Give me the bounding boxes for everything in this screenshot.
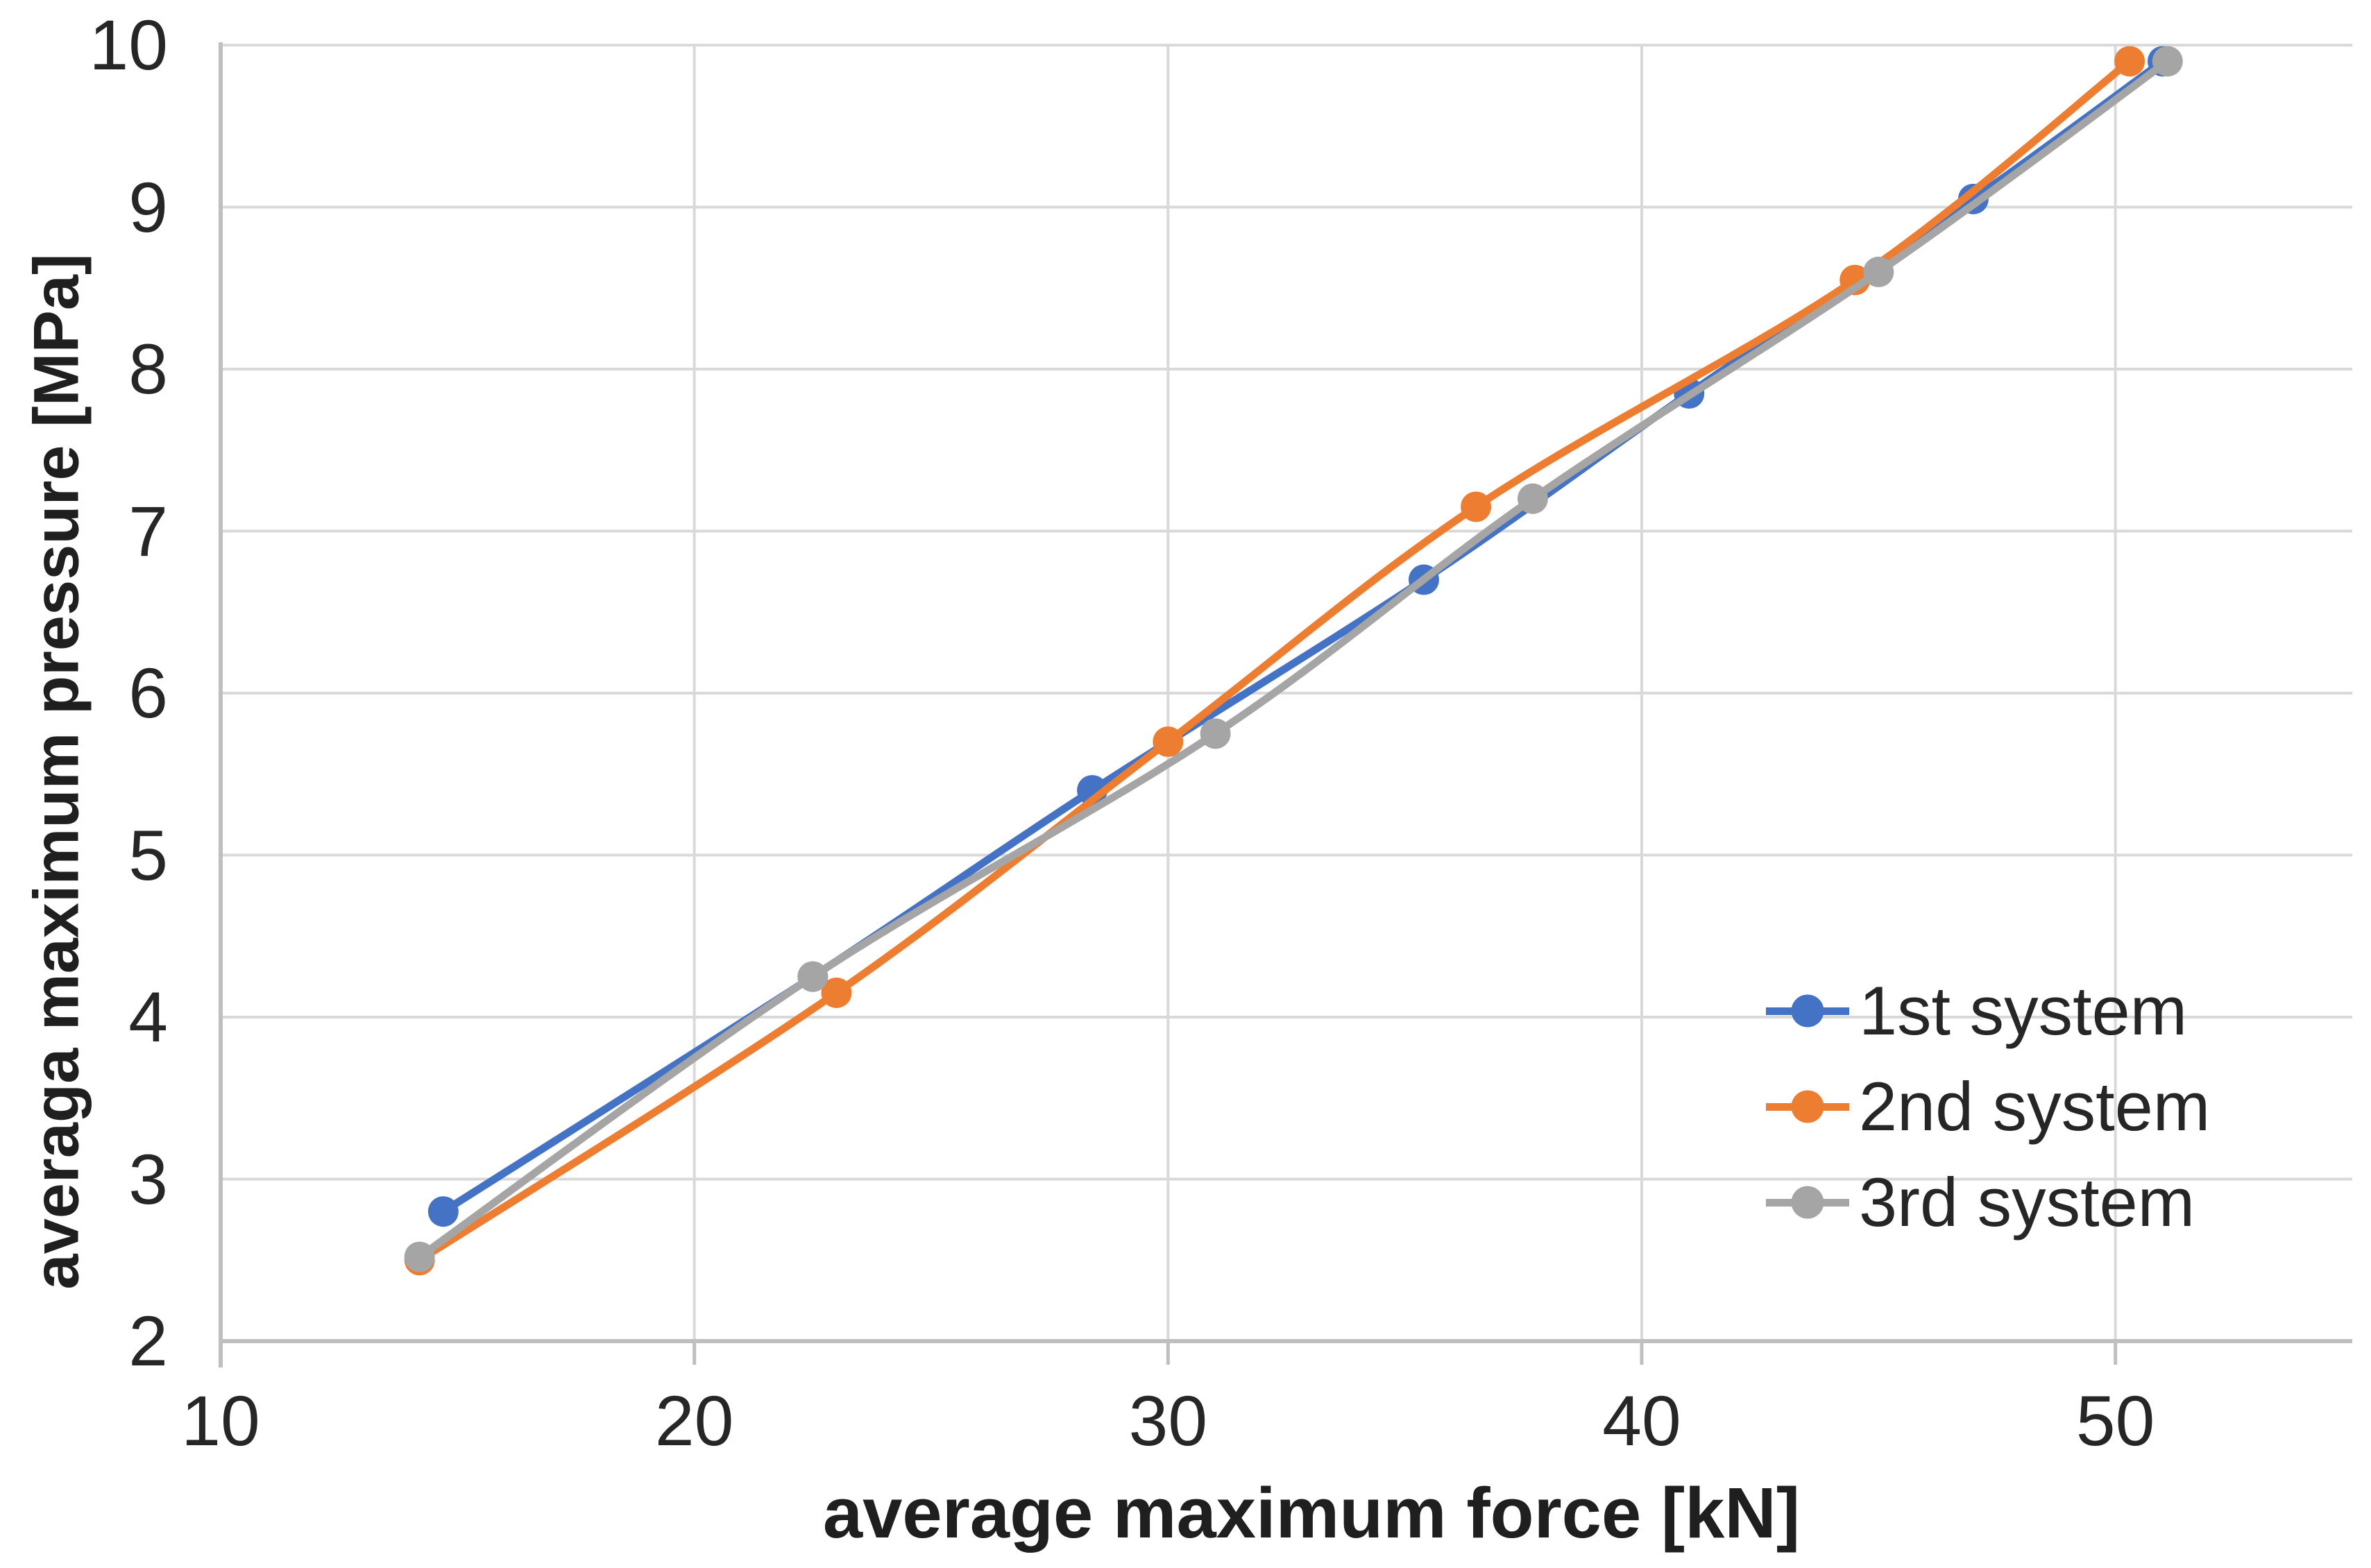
y-tick-label: 2	[128, 1302, 168, 1381]
legend-item-2nd-system: 2nd system	[1766, 1066, 2210, 1148]
gridlines	[221, 44, 2352, 1341]
series-line	[416, 57, 2172, 1261]
legend: 1st system 2nd system 3rd system	[1766, 970, 2210, 1243]
data-point-marker	[1517, 483, 1548, 514]
y-tick-label: 5	[128, 815, 168, 895]
y-tick-label: 9	[128, 167, 168, 247]
data-point-marker	[797, 961, 828, 992]
y-tick-label: 7	[128, 491, 168, 571]
x-tick-label: 50	[2075, 1381, 2155, 1460]
axes	[219, 42, 2352, 1367]
y-tick-label: 4	[128, 978, 168, 1057]
x-tick-label: 40	[1602, 1381, 1681, 1460]
data-point-marker	[1200, 718, 1231, 749]
legend-series-marker-icon	[1766, 994, 1849, 1028]
y-axis-title: averaga maximum pressure [MPa]	[21, 253, 92, 1290]
x-tick-label: 30	[1128, 1381, 1208, 1460]
data-point-marker	[1839, 264, 1871, 296]
data-point-marker	[404, 1241, 435, 1272]
legend-label: 1st system	[1859, 972, 2188, 1049]
y-tick-label: 6	[128, 654, 168, 733]
y-tick-label: 3	[128, 1139, 168, 1219]
data-point-marker	[1863, 256, 1894, 287]
legend-item-1st-system: 1st system	[1766, 970, 2210, 1052]
y-tick-label: 8	[128, 330, 168, 409]
legend-label: 2nd system	[1859, 1068, 2211, 1145]
y-tick-label: 10	[89, 6, 168, 85]
legend-item-3rd-system: 3rd system	[1766, 1161, 2210, 1243]
legend-dot	[1791, 994, 1824, 1028]
data-point-marker	[821, 977, 852, 1008]
x-tick-label: 20	[654, 1381, 734, 1460]
x-axis-title: average maximum force [kN]	[822, 1473, 1801, 1553]
data-point-marker	[2114, 46, 2145, 77]
legend-dot	[1791, 1186, 1824, 1219]
x-tick-label: 10	[181, 1381, 260, 1460]
legend-label: 3rd system	[1859, 1164, 2195, 1241]
data-point-marker	[1461, 491, 1492, 522]
data-point-marker	[1153, 726, 1184, 758]
legend-dot	[1791, 1090, 1824, 1123]
data-point-marker	[427, 1196, 459, 1227]
data-point-marker	[2152, 46, 2183, 77]
legend-series-marker-icon	[1766, 1185, 1849, 1220]
series-3rd-system	[404, 46, 2183, 1272]
legend-series-marker-icon	[1766, 1089, 1849, 1124]
